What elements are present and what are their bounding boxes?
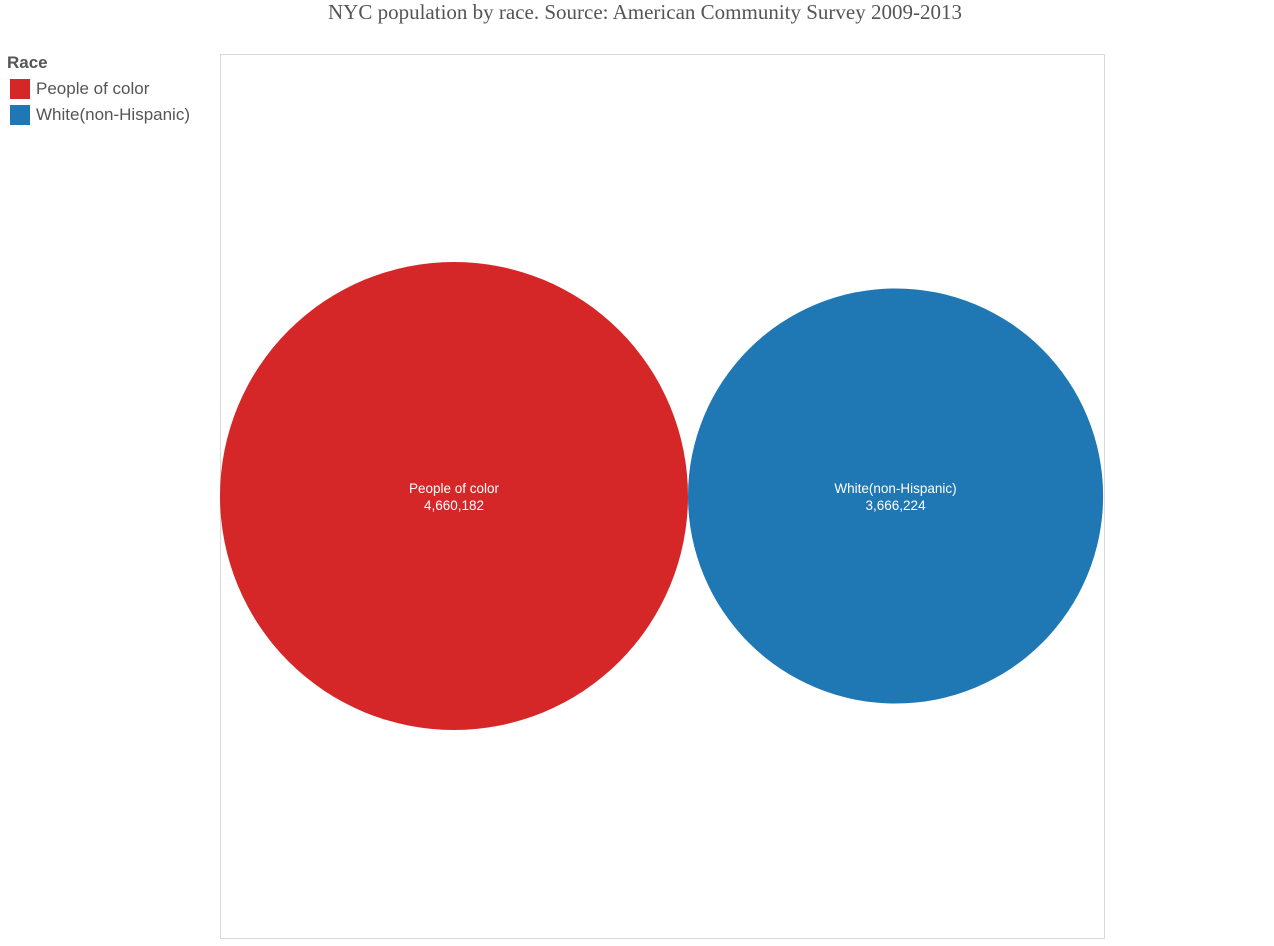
- legend-label-white-non-hispanic: White(non-Hispanic): [36, 105, 190, 124]
- bubble-label-white-non-hispanic-value: 3,666,224: [866, 498, 927, 513]
- bubble-label-white-non-hispanic-name: White(non-Hispanic): [834, 481, 956, 496]
- legend: Race People of color White(non-Hispanic): [7, 53, 190, 128]
- legend-item-white-non-hispanic[interactable]: White(non-Hispanic): [7, 102, 190, 128]
- legend-item-people-of-color[interactable]: People of color: [7, 76, 190, 102]
- bubble-label-people-of-color-value: 4,660,182: [424, 498, 484, 513]
- legend-swatch-people-of-color: [10, 79, 30, 99]
- legend-swatch-white-non-hispanic: [10, 105, 30, 125]
- bubble-label-people-of-color-name: People of color: [409, 481, 500, 496]
- legend-title: Race: [7, 53, 48, 72]
- bubble-people-of-color[interactable]: [220, 262, 688, 730]
- legend-label-people-of-color: People of color: [36, 79, 150, 98]
- bubble-white-non-hispanic[interactable]: [688, 288, 1104, 704]
- chart-title: NYC population by race. Source: American…: [328, 0, 962, 24]
